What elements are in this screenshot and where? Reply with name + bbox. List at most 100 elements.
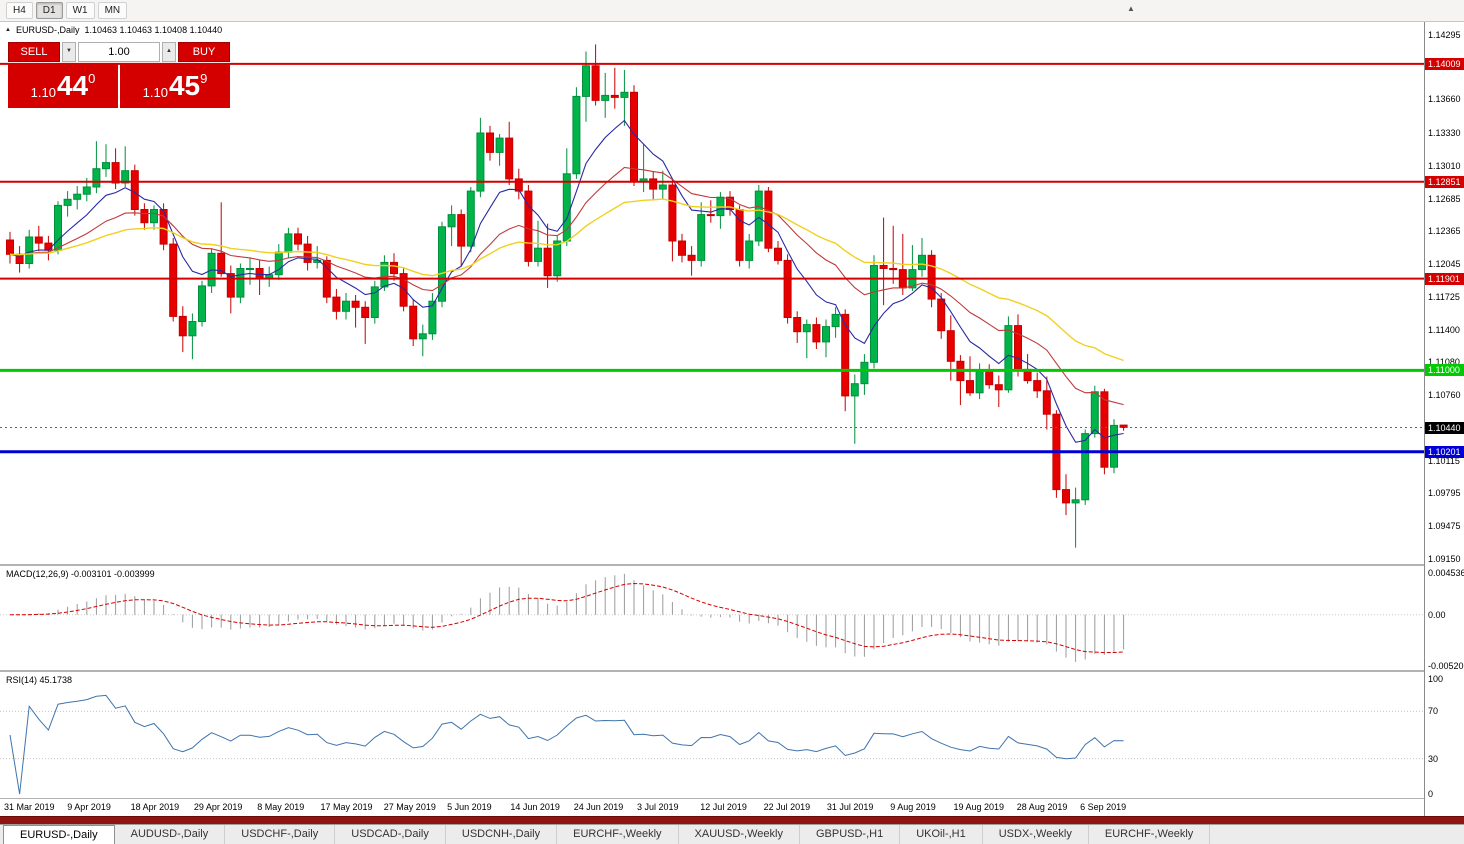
ask-price-pip-digit: 9 <box>200 71 208 86</box>
volume-input[interactable] <box>78 42 160 62</box>
date-label: 8 May 2019 <box>257 802 305 812</box>
price-tick-label: 1.14295 <box>1428 29 1461 40</box>
level-price-label: 1.10201 <box>1425 445 1464 458</box>
timeframe-button-h4[interactable]: H4 <box>6 2 33 19</box>
date-label: 17 May 2019 <box>320 802 373 812</box>
bid-price-prefix: 1.10 <box>30 85 56 100</box>
timeframe-button-w1[interactable]: W1 <box>65 2 95 19</box>
collapse-triangle-icon: ▲ <box>5 27 11 33</box>
chart-tab-usdcad-daily[interactable]: USDCAD-,Daily <box>335 825 446 844</box>
date-label: 22 Jul 2019 <box>763 802 811 812</box>
macd-histogram <box>19 573 1125 662</box>
price-tick-label: 1.13330 <box>1428 128 1461 138</box>
chart-tab-gbpusd-h1[interactable]: GBPUSD-,H1 <box>800 825 901 844</box>
chart-title: ▲ EURUSD-,Daily 1.10463 1.10463 1.10408 … <box>5 25 222 35</box>
chart-ohlc-values: 1.10463 1.10463 1.10408 1.10440 <box>84 25 223 35</box>
price-tick-label: 1.10760 <box>1428 389 1461 400</box>
price-tick-label: 1.13660 <box>1428 94 1461 105</box>
date-label: 14 Jun 2019 <box>510 802 560 812</box>
macd-signal-line <box>9 582 1124 654</box>
date-label: 12 Jul 2019 <box>700 802 747 812</box>
price-tick-label: 1.13010 <box>1428 160 1461 171</box>
ma-slow-line <box>9 198 1124 362</box>
price-axis[interactable]: 1.14295 1.13660 1.13330 1.13010 1.12685 1.123… <box>1424 22 1464 816</box>
price-tick-label: 1.11725 <box>1428 291 1460 302</box>
macd-pane-canvas[interactable] <box>0 566 1424 670</box>
level-price-label: 1.11000 <box>1425 364 1464 377</box>
price-tick-label: 1.09150 <box>1428 553 1461 564</box>
level-price-label: 1.12851 <box>1425 175 1464 188</box>
ask-price-prefix: 1.10 <box>142 85 168 100</box>
price-tick-label: 1.12685 <box>1428 193 1461 204</box>
chart-tab-usdcnh-daily[interactable]: USDCNH-,Daily <box>446 825 558 844</box>
time-axis[interactable]: 31 Mar 2019 9 Apr 2019 18 Apr 2019 29 Apr 2… <box>0 799 1424 816</box>
price-tick-label: 1.09795 <box>1428 488 1461 499</box>
date-label: 31 Mar 2019 <box>4 802 55 812</box>
chart-tab-bar: EURUSD-,Daily AUDUSD-,Daily USDCHF-,Daily U… <box>0 824 1464 844</box>
volume-decrease-button[interactable]: ▼ <box>62 42 76 62</box>
ma-fast-line <box>9 119 1124 443</box>
macd-indicator-label: MACD(12,26,9) -0.003101 -0.003999 <box>6 569 155 579</box>
chart-tab-eurchf-weekly[interactable]: EURCHF-,Weekly <box>1089 825 1211 844</box>
date-label: 9 Apr 2019 <box>67 802 111 812</box>
bid-price-big-digits: 44 <box>56 70 89 101</box>
chart-tab-ukoil-h1[interactable]: UKOil-,H1 <box>900 825 983 844</box>
pane-divider <box>0 798 1464 799</box>
date-label: 9 Aug 2019 <box>890 802 936 812</box>
chart-bottom-border <box>0 816 1464 824</box>
timeframe-button-mn[interactable]: MN <box>97 2 128 19</box>
date-label: 24 Jun 2019 <box>573 802 624 812</box>
date-label: 5 Jun 2019 <box>447 802 492 812</box>
chart-tab-usdchf-daily[interactable]: USDCHF-,Daily <box>225 825 336 844</box>
rsi-line <box>9 694 1124 795</box>
date-label: 31 Jul 2019 <box>826 802 874 812</box>
timeframe-toolbar: H4 D1 W1 MN <box>6 2 128 19</box>
date-label: 27 May 2019 <box>383 802 436 812</box>
chart-tab-eurusd-daily[interactable]: EURUSD-,Daily <box>3 825 115 844</box>
pane-divider[interactable] <box>0 564 1464 566</box>
level-price-label: 1.11901 <box>1425 272 1464 285</box>
chart-tab-audusd-daily[interactable]: AUDUSD-,Daily <box>115 825 226 844</box>
one-click-trading-panel: SELL ▼ ▲ BUY 1.10 44 0 1.10 45 9 <box>8 42 230 108</box>
rsi-axis-label: 30 <box>1428 753 1439 764</box>
price-tick-label: 1.09475 <box>1428 520 1461 531</box>
price-tick-label: 1.12045 <box>1428 259 1461 269</box>
price-tick-label: 1.11400 <box>1428 324 1460 335</box>
window-expand-icon[interactable]: ▲ <box>1127 4 1135 13</box>
chart-tab-eurchf-weekly[interactable]: EURCHF-,Weekly <box>557 825 679 844</box>
date-label: 18 Apr 2019 <box>130 802 180 812</box>
price-tick-label: 1.12365 <box>1428 226 1461 237</box>
date-label: 28 Aug 2019 <box>1016 802 1068 812</box>
bid-price-pip-digit: 0 <box>88 71 96 86</box>
volume-increase-button[interactable]: ▲ <box>162 42 176 62</box>
chart-tab-xauusd-weekly[interactable]: XAUUSD-,Weekly <box>679 825 800 844</box>
date-label: 6 Sep 2019 <box>1080 802 1127 812</box>
timeframe-button-d1[interactable]: D1 <box>35 2 63 19</box>
chart-tab-usdx-weekly[interactable]: USDX-,Weekly <box>983 825 1089 844</box>
rsi-axis-label: 0 <box>1428 789 1434 799</box>
current-price-label: 1.10440 <box>1425 421 1464 434</box>
chart-symbol-period: EURUSD-,Daily <box>15 25 80 35</box>
rsi-axis-label: 100 <box>1428 674 1444 684</box>
sell-button[interactable]: SELL <box>8 42 60 62</box>
price-tick-label: 1.10115 <box>1428 455 1460 466</box>
toolbar: H4 D1 W1 MN ▲ <box>0 0 1464 22</box>
ma-mid-line <box>9 166 1124 406</box>
rsi-pane-canvas[interactable] <box>0 672 1424 798</box>
price-tick-label: 1.11080 <box>1428 357 1460 368</box>
pane-divider[interactable] <box>0 670 1464 672</box>
buy-button[interactable]: BUY <box>178 42 230 62</box>
bid-price-display[interactable]: 1.10 44 0 <box>8 64 118 108</box>
ask-price-big-digits: 45 <box>168 70 201 101</box>
macd-axis-label: -0.005205 <box>1428 661 1464 671</box>
rsi-axis-label: 70 <box>1428 706 1439 717</box>
candlesticks <box>6 44 1128 548</box>
rsi-indicator-label: RSI(14) 45.1738 <box>6 675 73 685</box>
date-label: 19 Aug 2019 <box>953 802 1005 812</box>
macd-axis-label: 0.00 <box>1428 609 1446 620</box>
date-label: 3 Jul 2019 <box>637 802 679 812</box>
level-price-label: 1.14009 <box>1425 57 1464 70</box>
ask-price-display[interactable]: 1.10 45 9 <box>120 64 230 108</box>
price-chart-canvas[interactable] <box>0 22 1424 564</box>
